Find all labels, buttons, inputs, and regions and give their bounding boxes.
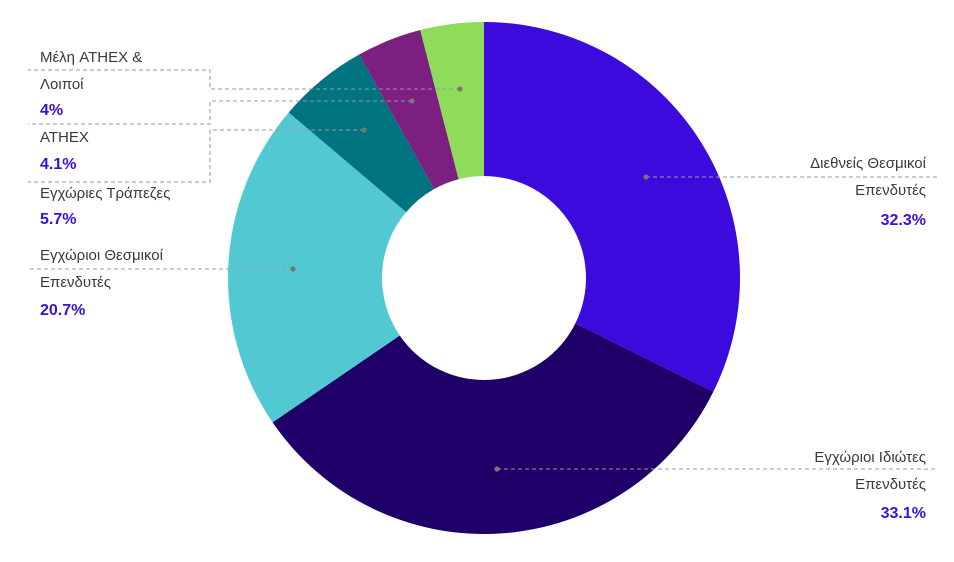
label-international-institutional: Διεθνείς Θεσμικοί Επενδυτές bbox=[810, 155, 926, 199]
slice-athex-members-others bbox=[420, 22, 484, 180]
slice-domestic-private bbox=[272, 323, 714, 534]
label-athex-members-others: Μέλη ATHEX & Λοιποί bbox=[40, 49, 143, 93]
leader-athex-members-others bbox=[28, 69, 460, 90]
slice-international-institutional bbox=[484, 22, 740, 392]
value-international-institutional: 32.3% bbox=[880, 212, 926, 229]
leader-dot-domestic-private bbox=[494, 466, 500, 472]
value-athex-members-others: 4% bbox=[40, 102, 64, 119]
slice-domestic-institutional bbox=[228, 112, 407, 423]
label-domestic-banks: Εγχώριες Τράπεζες bbox=[40, 185, 171, 202]
label-athex: ATHEX bbox=[40, 129, 89, 146]
leader-dot-athex-members-others bbox=[457, 86, 463, 92]
leader-dot-international-institutional bbox=[643, 174, 649, 180]
value-domestic-institutional: 20.7% bbox=[40, 302, 86, 319]
value-domestic-banks: 5.7% bbox=[40, 211, 77, 228]
label-domestic-institutional: Εγχώριοι Θεσμικοί Επενδυτές bbox=[40, 247, 163, 291]
leader-dot-athex bbox=[409, 98, 415, 104]
value-athex: 4.1% bbox=[40, 156, 77, 173]
leader-athex bbox=[28, 100, 412, 125]
leader-dot-domestic-banks bbox=[361, 127, 367, 133]
slice-domestic-banks bbox=[288, 54, 435, 213]
value-domestic-private: 33.1% bbox=[880, 505, 926, 522]
leader-domestic-banks bbox=[28, 129, 364, 183]
label-domestic-private: Εγχώριοι Ιδιώτες Επενδυτές bbox=[814, 449, 926, 493]
leader-dot-domestic-institutional bbox=[290, 266, 296, 272]
slice-athex bbox=[359, 30, 459, 189]
